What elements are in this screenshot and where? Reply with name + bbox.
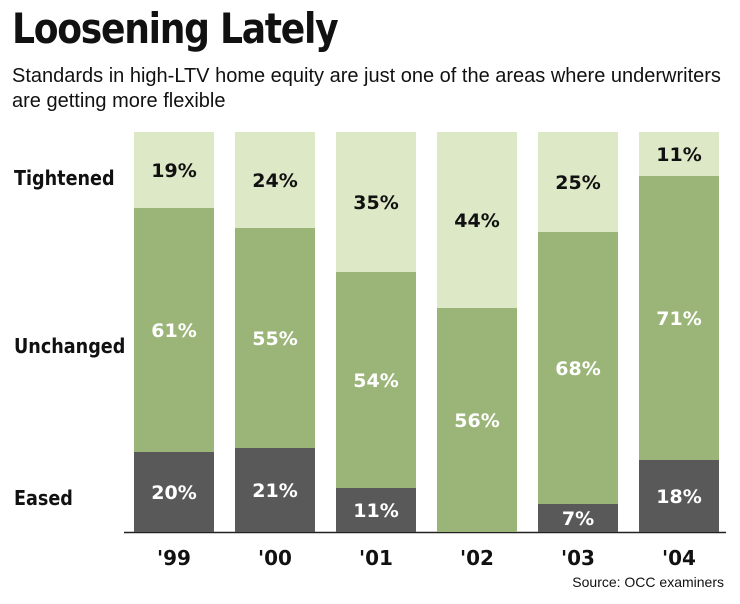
bar-segment-eased-5 — [639, 460, 719, 532]
bar-segment-unchanged-5 — [639, 176, 719, 460]
x-tick-label-3: '02 — [460, 546, 494, 570]
chart-subtitle: Standards in high-LTV home equity are ju… — [12, 65, 721, 112]
bar-segment-unchanged-1 — [235, 228, 315, 448]
data-label-eased-2: 11% — [353, 500, 398, 522]
chart-title: Loosening Lately — [12, 4, 339, 53]
data-label-unchanged-2: 54% — [353, 370, 398, 392]
source-note: Source: OCC examiners — [572, 574, 724, 590]
legend-label-unchanged: Unchanged — [14, 334, 126, 358]
data-label-unchanged-1: 55% — [252, 328, 297, 350]
legend-label-eased: Eased — [14, 486, 73, 510]
data-label-tightened-2: 35% — [353, 192, 398, 214]
x-tick-label-2: '01 — [359, 546, 393, 570]
data-label-eased-0: 20% — [151, 482, 196, 504]
bar-segment-tightened-4 — [538, 132, 618, 232]
bar-segment-tightened-2 — [336, 132, 416, 272]
bar-segment-eased-4 — [538, 504, 618, 532]
bar-segment-tightened-5 — [639, 132, 719, 176]
bar-segment-eased-2 — [336, 488, 416, 532]
bar-segment-tightened-1 — [235, 132, 315, 228]
data-label-unchanged-4: 68% — [555, 358, 600, 380]
data-label-tightened-5: 11% — [656, 144, 701, 166]
x-tick-label-4: '03 — [561, 546, 595, 570]
bar-segment-tightened-0 — [134, 132, 214, 208]
data-label-unchanged-0: 61% — [151, 320, 196, 342]
data-label-eased-4: 7% — [562, 508, 594, 530]
data-label-unchanged-5: 71% — [656, 308, 701, 330]
bar-segment-unchanged-0 — [134, 208, 214, 452]
x-tick-label-0: '99 — [157, 546, 191, 570]
data-label-tightened-1: 24% — [252, 170, 297, 192]
bar-segment-unchanged-4 — [538, 232, 618, 504]
bar-segment-unchanged-3 — [437, 308, 517, 532]
bar-segment-eased-0 — [134, 452, 214, 532]
data-label-tightened-4: 25% — [555, 172, 600, 194]
x-tick-label-1: '00 — [258, 546, 292, 570]
bar-segment-eased-1 — [235, 448, 315, 532]
legend-label-tightened: Tightened — [14, 166, 115, 190]
data-label-tightened-0: 19% — [151, 160, 196, 182]
data-label-eased-1: 21% — [252, 480, 297, 502]
data-label-eased-5: 18% — [656, 486, 701, 508]
data-label-unchanged-3: 56% — [454, 410, 499, 432]
data-label-tightened-3: 44% — [454, 210, 499, 232]
bar-segment-tightened-3 — [437, 132, 517, 308]
x-tick-label-5: '04 — [662, 546, 696, 570]
bar-segment-unchanged-2 — [336, 272, 416, 488]
